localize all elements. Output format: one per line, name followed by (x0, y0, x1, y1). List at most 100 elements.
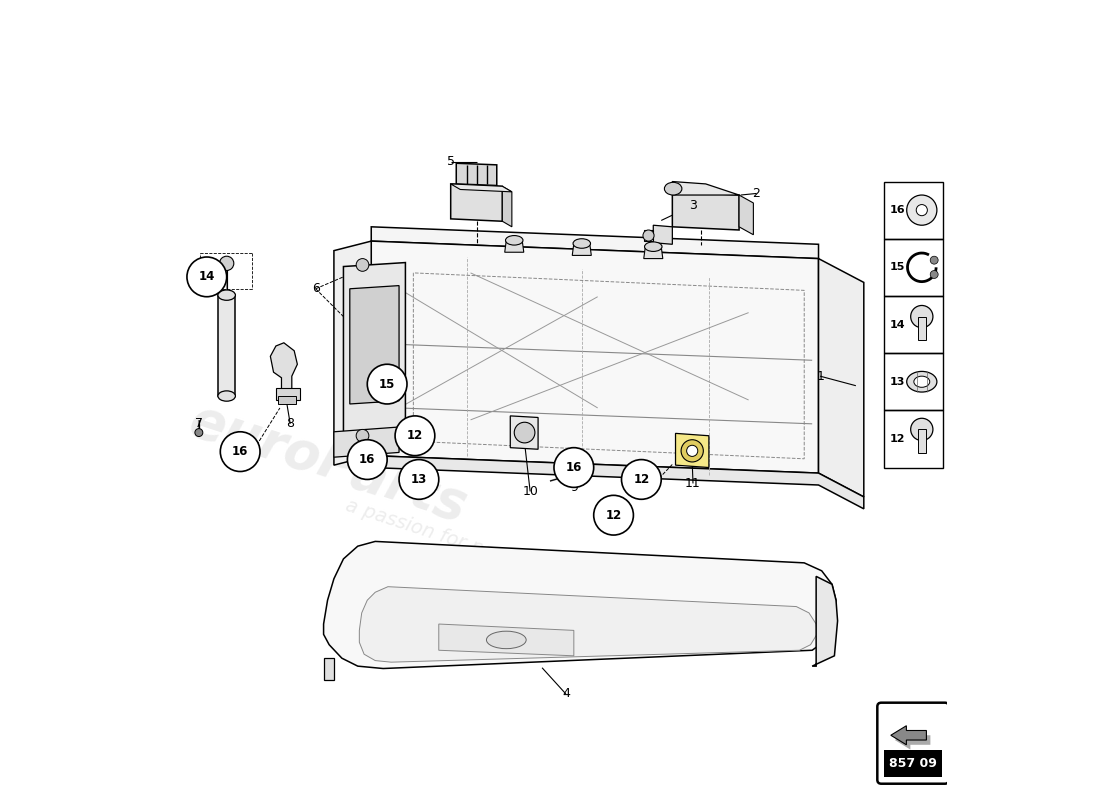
Text: 12: 12 (605, 509, 621, 522)
Polygon shape (812, 576, 837, 666)
Text: 16: 16 (359, 453, 375, 466)
Circle shape (356, 430, 369, 442)
Polygon shape (372, 456, 864, 509)
Circle shape (554, 448, 594, 487)
Polygon shape (372, 227, 818, 258)
Circle shape (642, 230, 654, 241)
Text: 12: 12 (889, 434, 904, 444)
Circle shape (621, 459, 661, 499)
Circle shape (911, 418, 933, 441)
Circle shape (348, 440, 387, 479)
Text: 15: 15 (379, 378, 395, 390)
Bar (883, 353, 944, 410)
Text: 6: 6 (311, 282, 320, 295)
Polygon shape (439, 624, 574, 656)
Circle shape (916, 205, 927, 216)
Ellipse shape (573, 238, 591, 248)
Circle shape (931, 270, 938, 278)
Text: 16: 16 (565, 461, 582, 474)
Circle shape (395, 416, 434, 456)
Circle shape (195, 429, 202, 437)
Polygon shape (456, 163, 497, 186)
Text: 4: 4 (562, 687, 570, 701)
Circle shape (187, 257, 227, 297)
Circle shape (220, 432, 260, 471)
Text: 8: 8 (286, 418, 294, 430)
Circle shape (686, 446, 697, 457)
Polygon shape (917, 430, 926, 454)
Polygon shape (505, 240, 524, 252)
Bar (883, 296, 944, 353)
Polygon shape (334, 427, 399, 457)
Polygon shape (644, 246, 663, 258)
Ellipse shape (664, 182, 682, 195)
Ellipse shape (914, 376, 929, 387)
Text: 16: 16 (232, 445, 249, 458)
Polygon shape (451, 184, 512, 192)
Polygon shape (675, 434, 708, 467)
Text: 13: 13 (889, 377, 904, 386)
Circle shape (931, 256, 938, 264)
Polygon shape (343, 262, 406, 442)
Circle shape (681, 440, 703, 462)
Polygon shape (818, 258, 864, 497)
Ellipse shape (506, 235, 522, 245)
Text: 12: 12 (634, 473, 649, 486)
Text: 13: 13 (410, 473, 427, 486)
Text: 7: 7 (195, 418, 202, 430)
Polygon shape (653, 226, 672, 244)
Polygon shape (276, 388, 300, 400)
Text: 11: 11 (685, 477, 701, 490)
Circle shape (220, 256, 234, 270)
Text: 5: 5 (447, 155, 454, 168)
Ellipse shape (486, 631, 526, 649)
Ellipse shape (906, 371, 937, 392)
Text: 14: 14 (199, 270, 214, 283)
Bar (883, 182, 944, 238)
Polygon shape (917, 317, 926, 341)
Text: 10: 10 (522, 485, 538, 498)
Text: 3: 3 (689, 199, 697, 212)
Polygon shape (350, 286, 399, 404)
Text: 15: 15 (889, 262, 904, 272)
Polygon shape (218, 295, 235, 396)
Polygon shape (672, 182, 739, 195)
Ellipse shape (645, 242, 662, 251)
Polygon shape (278, 396, 296, 404)
Polygon shape (891, 726, 926, 745)
Text: 2: 2 (752, 187, 760, 200)
Circle shape (906, 195, 937, 226)
Text: a passion for parts since 1985: a passion for parts since 1985 (343, 497, 629, 606)
Polygon shape (334, 241, 372, 465)
Ellipse shape (218, 290, 235, 300)
Circle shape (911, 306, 933, 328)
Text: euroParts: euroParts (183, 394, 473, 533)
Circle shape (356, 258, 369, 271)
Polygon shape (451, 184, 503, 222)
Text: 14: 14 (889, 319, 905, 330)
Polygon shape (510, 416, 538, 450)
Polygon shape (572, 243, 592, 255)
Circle shape (515, 422, 535, 443)
Ellipse shape (218, 391, 235, 401)
FancyBboxPatch shape (878, 702, 949, 784)
Text: 1: 1 (816, 370, 824, 382)
Polygon shape (372, 241, 818, 473)
Text: 857 09: 857 09 (889, 758, 937, 770)
Circle shape (367, 364, 407, 404)
Polygon shape (503, 186, 512, 227)
Bar (883, 750, 943, 778)
Polygon shape (323, 542, 836, 669)
Bar (883, 410, 944, 467)
Bar (883, 238, 944, 296)
Text: 12: 12 (407, 430, 424, 442)
Polygon shape (739, 195, 754, 234)
Text: 9: 9 (570, 481, 578, 494)
Polygon shape (644, 230, 653, 241)
Text: 16: 16 (889, 205, 905, 215)
Polygon shape (271, 342, 297, 400)
Polygon shape (323, 658, 334, 680)
Circle shape (594, 495, 634, 535)
Polygon shape (894, 730, 931, 750)
Polygon shape (360, 586, 817, 662)
